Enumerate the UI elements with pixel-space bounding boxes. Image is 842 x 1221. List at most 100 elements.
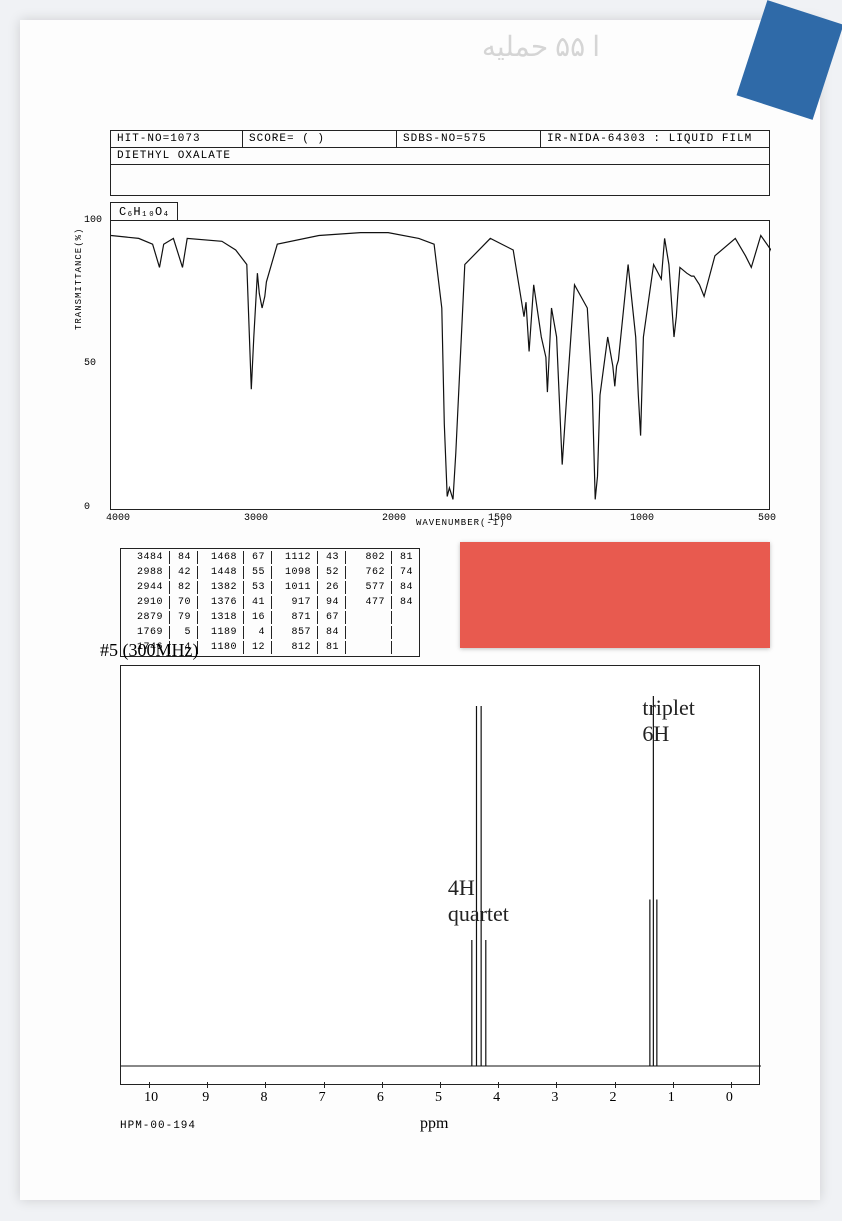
peak-wavenumber	[345, 641, 389, 654]
peak-transmittance: 55	[243, 566, 269, 579]
ir-y-axis-label: TRANSMITTANCE(%)	[74, 228, 84, 330]
nmr-tickmark	[615, 1082, 616, 1088]
peak-wavenumber: 1376	[197, 596, 241, 609]
nmr-tickmark	[265, 1082, 266, 1088]
peak-wavenumber: 577	[345, 581, 389, 594]
compound-name: DIETHYL OXALATE	[111, 148, 769, 164]
nmr-xtick: 3	[551, 1090, 558, 1106]
peak-wavenumber: 1180	[197, 641, 241, 654]
peak-wavenumber: 477	[345, 596, 389, 609]
peak-wavenumber: 812	[271, 641, 315, 654]
peak-wavenumber: 2910	[123, 596, 167, 609]
peak-wavenumber: 917	[271, 596, 315, 609]
peak-wavenumber: 1769	[123, 626, 167, 639]
peak-transmittance: 43	[317, 551, 343, 564]
scanned-page: ا ۵۵ حملیه HIT-NO=1073 SCORE= ( ) SDBS-N…	[20, 20, 820, 1200]
nmr-xtick: 8	[260, 1090, 267, 1106]
ir-ytick: 50	[84, 358, 96, 369]
peak-transmittance: 84	[169, 551, 195, 564]
molecular-formula: C₆H₁₀O₄	[110, 202, 178, 221]
nmr-xtick: 9	[202, 1090, 209, 1106]
nmr-tickmark	[149, 1082, 150, 1088]
peak-transmittance: 12	[243, 641, 269, 654]
ir-ytick: 0	[84, 502, 90, 513]
nmr-reference-code: HPM-00-194	[120, 1120, 196, 1132]
peak-wavenumber: 762	[345, 566, 389, 579]
peak-wavenumber	[345, 626, 389, 639]
peak-wavenumber: 1112	[271, 551, 315, 564]
sdbs-no: SDBS-NO=575	[397, 131, 541, 147]
peak-wavenumber: 871	[271, 611, 315, 624]
ir-x-axis-label: WAVENUMBER(-1)	[416, 518, 506, 528]
nmr-xtick: 7	[319, 1090, 326, 1106]
nmr-tickmark	[673, 1082, 674, 1088]
peak-wavenumber: 857	[271, 626, 315, 639]
peak-wavenumber: 1382	[197, 581, 241, 594]
faint-handwriting: ا ۵۵ حملیه	[482, 30, 600, 64]
ir-xtick: 2000	[382, 513, 406, 524]
nmr-xtick: 4	[493, 1090, 500, 1106]
ir-ytick: 100	[84, 215, 102, 226]
peak-transmittance: 67	[317, 611, 343, 624]
peak-wavenumber: 1011	[271, 581, 315, 594]
peak-transmittance: 4	[243, 626, 269, 639]
nmr-xtick: 2	[610, 1090, 617, 1106]
peak-transmittance: 41	[243, 596, 269, 609]
peak-transmittance	[391, 626, 417, 639]
ir-xtick: 4000	[106, 513, 130, 524]
peak-wavenumber: 3484	[123, 551, 167, 564]
red-sticky-note	[460, 542, 770, 648]
ir-spectrum-svg	[111, 221, 771, 511]
page-corner-fold	[737, 0, 842, 120]
peak-transmittance: 70	[169, 596, 195, 609]
score: SCORE= ( )	[243, 131, 397, 147]
peak-wavenumber: 802	[345, 551, 389, 564]
peak-transmittance: 52	[317, 566, 343, 579]
peak-wavenumber: 1468	[197, 551, 241, 564]
peak-wavenumber: 2879	[123, 611, 167, 624]
hit-no: HIT-NO=1073	[111, 131, 243, 147]
peak-wavenumber: 1448	[197, 566, 241, 579]
ir-xtick: 1000	[630, 513, 654, 524]
peak-wavenumber: 2988	[123, 566, 167, 579]
ir-xtick: 500	[758, 513, 776, 524]
nmr-xtick: 6	[377, 1090, 384, 1106]
peak-transmittance: 81	[391, 551, 417, 564]
nmr-tickmark	[382, 1082, 383, 1088]
peak-wavenumber: 1318	[197, 611, 241, 624]
nmr-x-axis-label: ppm	[420, 1115, 448, 1133]
nmr-xtick: 5	[435, 1090, 442, 1106]
nmr-tickmark	[324, 1082, 325, 1088]
ir-xtick: 3000	[244, 513, 268, 524]
nmr-tickmark	[498, 1082, 499, 1088]
handwritten-peak-label: triplet 6H	[642, 695, 695, 747]
nmr-tickmark	[207, 1082, 208, 1088]
peak-transmittance: 5	[169, 626, 195, 639]
nmr-xtick: 1	[668, 1090, 675, 1106]
peak-wavenumber: 1098	[271, 566, 315, 579]
nmr-title: #5 (300MHz)	[100, 640, 198, 661]
peak-transmittance: 79	[169, 611, 195, 624]
peak-transmittance: 84	[391, 581, 417, 594]
peak-wavenumber: 1189	[197, 626, 241, 639]
nmr-tickmark	[731, 1082, 732, 1088]
peak-transmittance	[391, 641, 417, 654]
ir-header-box: HIT-NO=1073 SCORE= ( ) SDBS-NO=575 IR-NI…	[110, 130, 770, 196]
header-blank-row	[111, 165, 769, 195]
peak-transmittance: 16	[243, 611, 269, 624]
peak-transmittance: 84	[391, 596, 417, 609]
peak-wavenumber: 2944	[123, 581, 167, 594]
peak-transmittance: 53	[243, 581, 269, 594]
peak-transmittance: 94	[317, 596, 343, 609]
peak-transmittance: 74	[391, 566, 417, 579]
peak-transmittance: 82	[169, 581, 195, 594]
peak-wavenumber	[345, 611, 389, 624]
peak-transmittance	[391, 611, 417, 624]
ir-nida: IR-NIDA-64303 : LIQUID FILM	[541, 131, 769, 147]
peak-transmittance: 84	[317, 626, 343, 639]
nmr-xtick: 0	[726, 1090, 733, 1106]
ir-spectrum-plot	[110, 220, 770, 510]
handwritten-peak-label: 4H quartet	[448, 875, 509, 927]
nmr-tickmark	[556, 1082, 557, 1088]
peak-transmittance: 67	[243, 551, 269, 564]
